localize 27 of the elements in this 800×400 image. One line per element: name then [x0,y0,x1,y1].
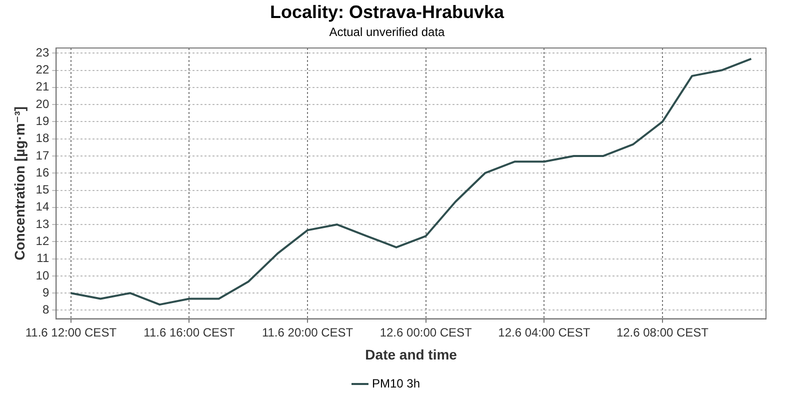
y-tick-label: 23 [36,45,50,60]
y-tick-label: 20 [36,96,50,111]
x-tick-label: 11.6 20:00 CEST [262,325,354,340]
y-tick-label: 17 [36,148,50,162]
y-tick-label: 16 [36,165,50,180]
y-tick-label: 9 [42,285,50,300]
y-tick-label: 21 [36,80,50,94]
x-axis-title: Date and time [365,346,458,362]
y-tick-label: 18 [36,131,50,146]
chart-subtitle: Actual unverified data [329,25,446,40]
y-tick-label: 12 [36,234,50,248]
y-tick-label: 13 [36,216,50,231]
y-tick-label: 22 [36,62,50,77]
y-tick-label: 15 [36,182,50,197]
x-tick-label: 11.6 12:00 CEST [25,325,118,340]
x-tick-label: 12.6 00:00 CEST [380,325,473,340]
y-tick-label: 11 [36,251,50,266]
x-tick-label: 11.6 16:00 CEST [144,325,236,340]
x-tick-label: 12.6 08:00 CEST [616,325,710,340]
y-tick-label: 10 [36,268,50,282]
x-tick-label: 12.6 04:00 CEST [498,325,591,340]
chart-title: Locality: Ostrava-Hrabuvka [270,2,506,22]
y-tick-label: 14 [36,200,50,214]
y-axis-title: Concentration [µg·m⁻³] [11,106,28,260]
legend-label: PM10 3h [372,376,420,390]
y-tick-label: 19 [36,114,50,128]
y-tick-label: 8 [42,302,50,317]
